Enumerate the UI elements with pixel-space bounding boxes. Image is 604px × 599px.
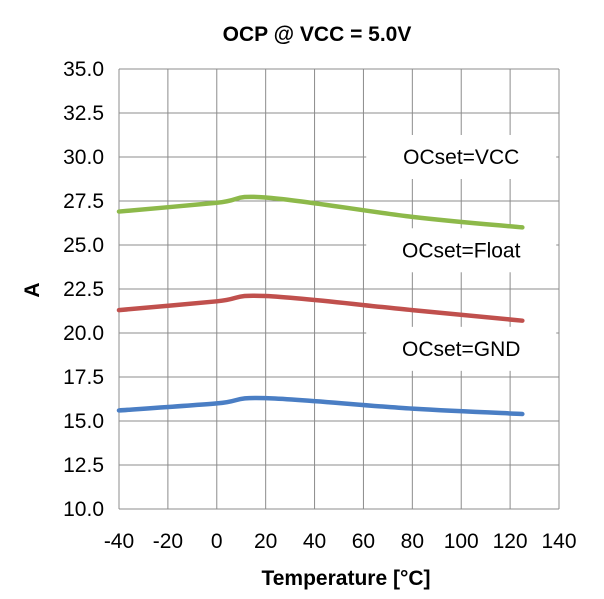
x-tick-label: -20	[153, 530, 183, 553]
annotation-box	[366, 326, 557, 371]
x-tick-label: 100	[444, 530, 479, 553]
y-tick-label: 15.0	[63, 410, 104, 433]
annotation-labels: OCset=VCC OCset=Float OCset=GND	[402, 146, 521, 361]
x-tick-label: 0	[211, 530, 223, 553]
annotation-label: OCset=GND	[402, 338, 520, 361]
y-tick-label: 20.0	[63, 322, 104, 345]
series-line-3	[116, 395, 525, 417]
annotation-boxes	[366, 135, 557, 371]
x-tick-label: 60	[352, 530, 375, 553]
x-tick-label: 140	[541, 530, 576, 553]
y-tick-label: 25.0	[63, 234, 104, 257]
x-tick-label: 80	[401, 530, 424, 553]
annotation-label: OCset=Float	[402, 239, 521, 262]
x-tick-label: -40	[104, 530, 134, 553]
y-tick-label: 12.5	[63, 454, 104, 477]
x-tick-labels: -40 -20 0 20 40 60 80 100 120 140	[104, 530, 577, 553]
annotation-label: OCset=VCC	[403, 146, 519, 169]
chart-title: OCP @ VCC = 5.0V	[223, 23, 412, 46]
y-tick-label: 17.5	[63, 366, 104, 389]
annotation-box	[366, 228, 557, 273]
series-line-2	[116, 293, 525, 323]
y-tick-label: 30.0	[63, 146, 104, 169]
x-tick-label: 20	[254, 530, 277, 553]
series-line-1	[116, 194, 525, 230]
y-axis-title: A	[21, 282, 44, 297]
series-lines	[116, 194, 525, 417]
x-axis-title: Temperature [°C]	[261, 567, 430, 590]
y-tick-labels: 10.0 12.5 15.0 17.5 20.0 22.5 25.0 27.5 30.0 32.5…	[63, 58, 104, 521]
x-tick-label: 40	[303, 530, 326, 553]
annotation-box	[366, 135, 557, 179]
y-tick-label: 27.5	[63, 190, 104, 213]
x-tick-label: 120	[493, 530, 528, 553]
grid	[118, 68, 560, 510]
y-tick-label: 32.5	[63, 102, 104, 125]
y-tick-label: 22.5	[63, 278, 104, 301]
y-tick-label: 35.0	[63, 58, 104, 81]
y-tick-label: 10.0	[63, 498, 104, 521]
